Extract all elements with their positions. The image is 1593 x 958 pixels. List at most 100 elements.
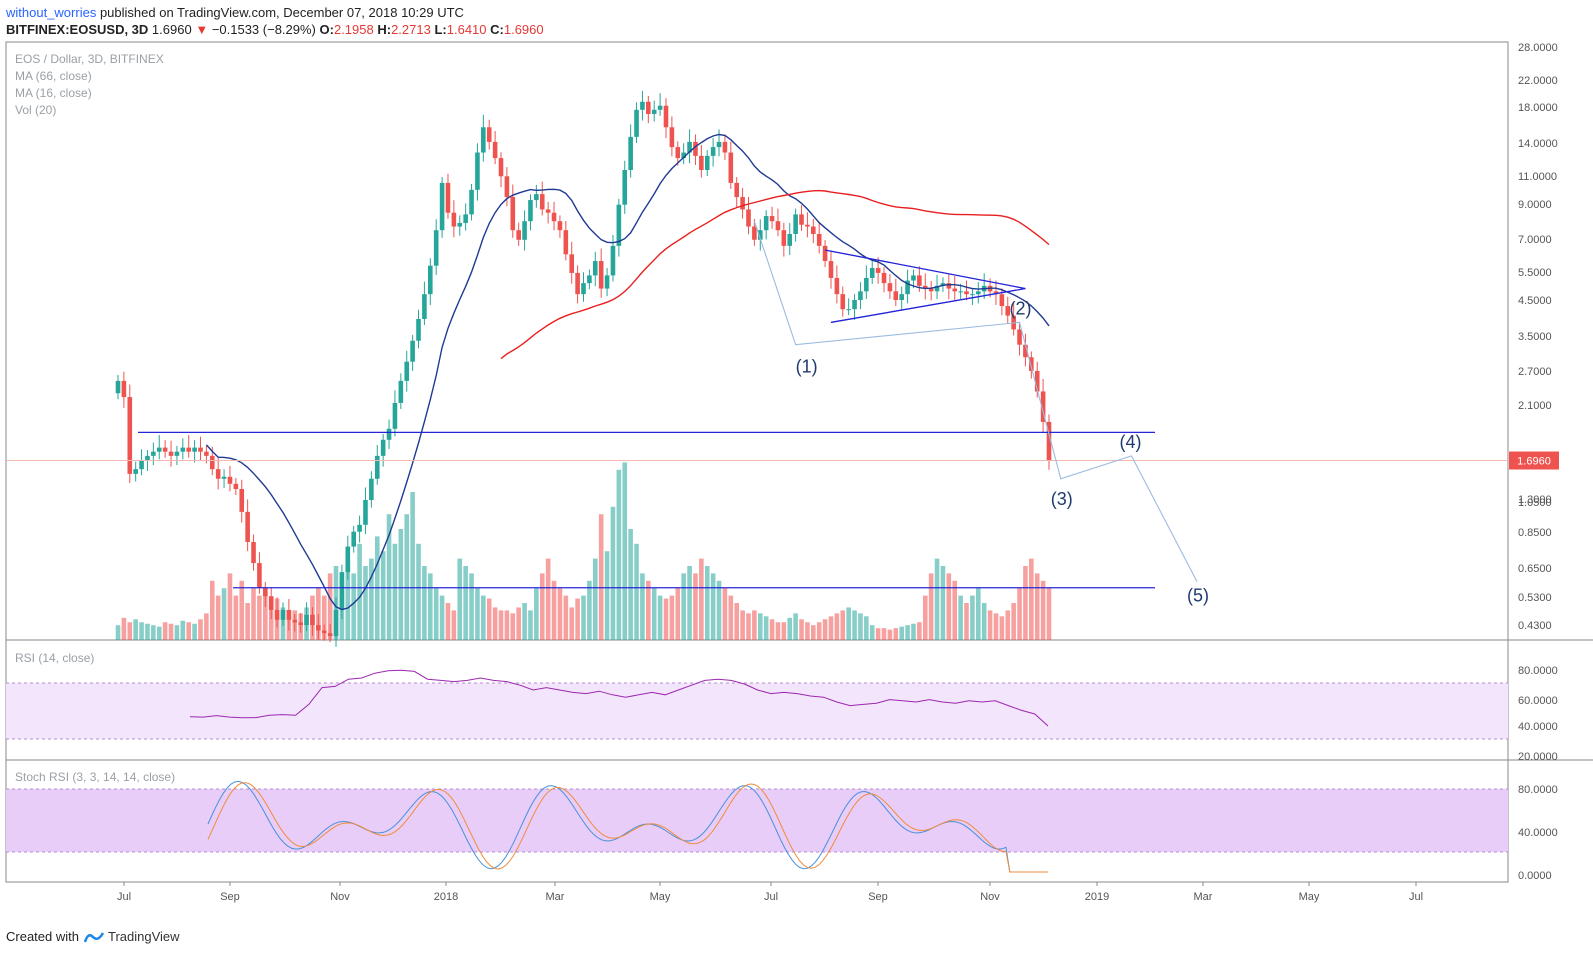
volume-bar (816, 622, 822, 640)
volume-bar (875, 628, 881, 640)
volume-bar (168, 623, 174, 640)
x-tick-label: Jul (764, 891, 778, 903)
candle-body (374, 455, 380, 479)
candle-body (198, 447, 203, 452)
rsi-tick-label: 20.0000 (1518, 751, 1558, 763)
volume-bar (834, 613, 840, 640)
volume-bar (928, 573, 934, 640)
candle-body (911, 275, 916, 281)
volume-bar (681, 573, 686, 640)
y-tick-label: 0.6500 (1518, 563, 1552, 575)
y-tick-label: 22.0000 (1518, 75, 1558, 87)
volume-bar (616, 469, 622, 640)
candle-body (563, 230, 569, 255)
volume-bar (604, 551, 610, 640)
x-tick-label: Nov (980, 891, 1000, 903)
candle-body (799, 214, 804, 225)
candle-body (127, 397, 133, 474)
y-tick-label: 5.5000 (1518, 267, 1552, 279)
volume-bar (522, 603, 527, 640)
wave-label: (2) (1010, 298, 1032, 318)
candle-body (828, 261, 834, 278)
volume-bar (763, 616, 769, 640)
candle-body (186, 447, 192, 452)
candle-body (975, 291, 981, 295)
volume-bar (263, 588, 268, 640)
wave-label: (1) (796, 357, 818, 377)
volume-bar (121, 617, 127, 640)
volume-bar (911, 623, 916, 640)
volume-bar (587, 580, 592, 640)
rsi-band (6, 683, 1508, 739)
candle-body (481, 127, 486, 153)
stoch-tick-label: 40.0000 (1518, 827, 1558, 839)
chart-header: without_worries published on TradingView… (6, 4, 544, 38)
x-tick-label: May (1299, 891, 1320, 903)
tradingview-logo-icon (83, 931, 104, 942)
author-link[interactable]: without_worries (6, 5, 97, 20)
created-text: Created with (6, 929, 79, 944)
volume-bar (899, 626, 904, 640)
candle-body (386, 428, 392, 440)
overlay-lines (6, 133, 1508, 611)
x-tick-label: Jul (117, 891, 131, 903)
volume-bar (404, 514, 410, 640)
candle-body (392, 402, 398, 429)
volume-bar (793, 613, 798, 640)
legend-ma16: MA (16, close) (15, 86, 92, 100)
candle-body (734, 182, 740, 198)
candle-body (763, 216, 769, 231)
candle-body (822, 245, 828, 262)
volume-bar (628, 529, 633, 640)
candle-body (463, 214, 468, 223)
volume-bar (887, 629, 893, 640)
candle-body (1005, 306, 1011, 316)
candle-body (339, 572, 345, 610)
volume-bar (539, 573, 545, 640)
volume-bar (610, 506, 616, 640)
volume-bar (1040, 580, 1046, 640)
volume-bar (657, 595, 663, 640)
candle-body (180, 447, 186, 452)
volume-bar (363, 566, 368, 640)
volume-bar (569, 607, 575, 640)
volume-bars (115, 462, 1052, 640)
volume-bar (510, 613, 516, 640)
candle-body (286, 609, 292, 620)
candle-body (274, 609, 280, 620)
y-tick-label: 0.4300 (1518, 620, 1552, 632)
volume-bar (392, 543, 398, 640)
candle-body (657, 105, 663, 110)
candle-body (410, 340, 415, 362)
candle-body (245, 511, 250, 542)
volume-bar (893, 628, 899, 640)
volume-bar (410, 492, 415, 640)
x-tick-label: 2018 (434, 891, 458, 903)
candle-body (881, 272, 887, 284)
candle-body (345, 546, 351, 573)
candle-body (433, 230, 439, 266)
volume-bar (1005, 610, 1011, 640)
volume-bar (233, 595, 239, 640)
candle-body (427, 265, 433, 295)
candle-body (728, 152, 734, 183)
y-tick-label: 18.0000 (1518, 102, 1558, 114)
volume-bar (934, 558, 940, 640)
x-tick-label: Sep (868, 891, 888, 903)
candle-body (946, 283, 952, 289)
volume-bar (204, 613, 209, 640)
candle-body (581, 283, 586, 295)
price-change: −0.1533 (−8.29%) (211, 22, 316, 37)
wave-label: (5) (1187, 586, 1209, 606)
candle-body (457, 222, 463, 227)
brand-name[interactable]: TradingView (107, 929, 180, 944)
volume-bar (251, 588, 256, 640)
candle-body (864, 277, 869, 292)
volume-bar (127, 622, 133, 640)
candle-body (793, 214, 798, 234)
volume-bar (669, 595, 675, 640)
volume-bar (722, 588, 728, 640)
volume-bar (209, 580, 215, 640)
wave-label: (4) (1119, 432, 1141, 452)
